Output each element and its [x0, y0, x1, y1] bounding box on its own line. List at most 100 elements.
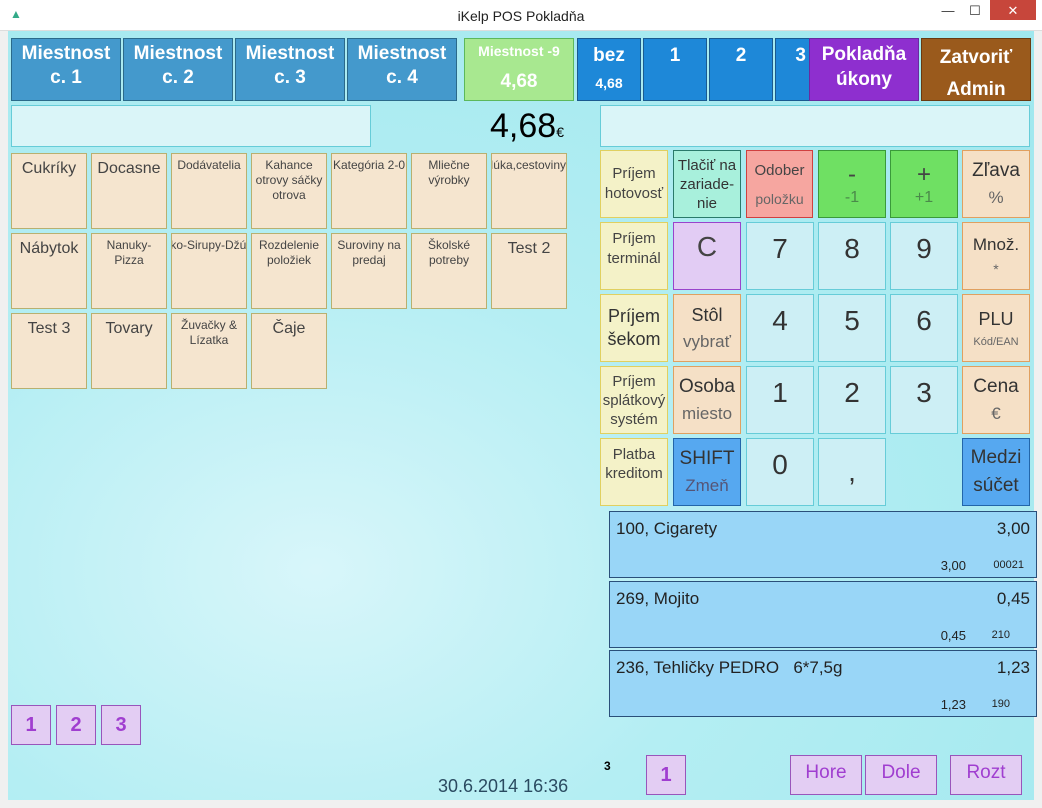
maximize-button[interactable]: ☐ — [969, 3, 981, 18]
pos-main: Miestnost c. 1 Miestnost c. 2 Miestnost c. … — [8, 31, 1037, 800]
digit-1-button[interactable]: 1 — [746, 366, 814, 434]
category-button[interactable]: Nanuky-Pizza — [91, 233, 167, 309]
odober-label: Odober — [754, 161, 805, 179]
category-button[interactable]: Žuvačky & Lízatka — [171, 313, 247, 389]
rozt-button[interactable]: Rozt — [950, 755, 1022, 795]
zatvorit-admin-button[interactable]: Zatvoriť Admin — [921, 38, 1031, 101]
category-button[interactable]: Kahance otrovy sáčky otrova — [251, 153, 327, 229]
receipt-page-1[interactable]: 1 — [646, 755, 686, 795]
item-name: 269, Mojito — [616, 589, 700, 608]
room-4-button[interactable]: Miestnost c. 4 — [347, 38, 457, 101]
category-button[interactable]: Mliečne výrobky — [411, 153, 487, 229]
odober-sub: položku — [755, 190, 804, 207]
window-title: iKelp POS Pokladňa — [457, 8, 585, 24]
medzisucet-button[interactable]: Medzi súčet — [962, 438, 1030, 506]
dole-button[interactable]: Dole — [865, 755, 937, 795]
table-bez-button[interactable]: bez 4,68 — [577, 38, 641, 101]
prijem-splatkovy-button[interactable]: Príjem splátkový systém — [600, 366, 668, 434]
table-1-button[interactable]: 1 — [643, 38, 707, 101]
shift-button[interactable]: SHIFT Zmeň — [673, 438, 741, 506]
table-label: bez — [593, 45, 625, 66]
digit-4-button[interactable]: 4 — [746, 294, 814, 362]
digit-6-button[interactable]: 6 — [890, 294, 958, 362]
prijem-hotovost-button[interactable]: Príjem hotovosť — [600, 150, 668, 218]
minus-label: - — [848, 161, 856, 188]
category-button[interactable]: Školské potreby — [411, 233, 487, 309]
platba-kreditom-button[interactable]: Platba kreditom — [600, 438, 668, 506]
category-button[interactable]: Test 2 — [491, 233, 567, 309]
room-3-button[interactable]: Miestnost c. 3 — [235, 38, 345, 101]
receipt-item[interactable]: 269, Mojito 0,45 0,45 210 — [609, 581, 1037, 648]
receipt-item[interactable]: 100, Cigarety 3,00 3,00 00021 — [609, 511, 1037, 578]
search-input[interactable] — [11, 105, 371, 147]
cena-button[interactable]: Cena € — [962, 366, 1030, 434]
close-button[interactable]: ✕ — [990, 0, 1036, 20]
stol-button[interactable]: Stôl vybrať — [673, 294, 741, 362]
category-button[interactable]: Dodávatelia — [171, 153, 247, 229]
category-button[interactable]: Suroviny na predaj — [331, 233, 407, 309]
active-room-button[interactable]: Miestnost -9 4,68 — [464, 38, 574, 101]
pokladna-ukony-button[interactable]: Pokladňa úkony — [809, 38, 919, 101]
category-button[interactable]: Test 3 — [11, 313, 87, 389]
comma-button[interactable]: , — [818, 438, 886, 506]
category-page-2[interactable]: 2 — [56, 705, 96, 745]
clear-button[interactable]: C — [673, 222, 741, 290]
digit-9-button[interactable]: 9 — [890, 222, 958, 290]
item-name: 236, Tehličky PEDRO 6*7,5g — [616, 658, 843, 677]
minimize-button[interactable]: — — [941, 3, 955, 18]
category-button[interactable]: Tovary — [91, 313, 167, 389]
mnoz-sub: * — [993, 261, 999, 277]
total-currency: € — [556, 124, 564, 140]
item-name: 100, Cigarety — [616, 519, 718, 538]
digit-2-button[interactable]: 2 — [818, 366, 886, 434]
item-total: 1,23 — [996, 658, 1030, 677]
prijem-sekom-button[interactable]: Príjem šekom — [600, 294, 668, 362]
digit-5-button[interactable]: 5 — [818, 294, 886, 362]
category-button[interactable]: Cukríky — [11, 153, 87, 229]
medzi-label: Medzi — [970, 447, 1022, 468]
total-value: 4,68 — [490, 107, 557, 145]
plu-button[interactable]: PLU Kód/EAN — [962, 294, 1030, 362]
osoba-button[interactable]: Osoba miesto — [673, 366, 741, 434]
hore-button[interactable]: Hore — [790, 755, 862, 795]
digit-7-button[interactable]: 7 — [746, 222, 814, 290]
stol-sub: vybrať — [683, 331, 731, 351]
category-page-1[interactable]: 1 — [11, 705, 51, 745]
category-page-3[interactable]: 3 — [101, 705, 141, 745]
room-label: Miestnost — [133, 43, 223, 64]
table-2-button[interactable]: 2 — [709, 38, 773, 101]
table-amount: 4,68 — [595, 75, 623, 91]
mnozstvo-button[interactable]: Množ. * — [962, 222, 1030, 290]
item-count: 3 — [604, 759, 611, 773]
category-button[interactable]: Docasne — [91, 153, 167, 229]
digit-0-button[interactable]: 0 — [746, 438, 814, 506]
room-1-button[interactable]: Miestnost c. 1 — [11, 38, 121, 101]
digit-3-button[interactable]: 3 — [890, 366, 958, 434]
zlava-sub: % — [988, 188, 1004, 207]
zlava-button[interactable]: Zľava% — [962, 150, 1030, 218]
odober-button[interactable]: Odober položku — [746, 150, 813, 218]
shift-label: SHIFT — [679, 448, 735, 469]
title-bar: ▲ iKelp POS Pokladňa — ☐ ✕ — [0, 0, 1042, 31]
category-button[interactable]: Kategória 2-0 — [331, 153, 407, 229]
category-button[interactable]: Alko-Sirupy-Džúsy — [171, 233, 247, 309]
total-amount: 4,68€ — [490, 107, 564, 146]
category-button[interactable]: Múka,cestoviny — [491, 153, 567, 229]
minus-button[interactable]: - -1 — [818, 150, 886, 218]
prijem-terminal-button[interactable]: Príjem terminál — [600, 222, 668, 290]
tlacit-button[interactable]: Tlačiť na zariade-nie — [673, 150, 741, 218]
osoba-sub: miesto — [681, 404, 733, 423]
category-button[interactable]: Nábytok — [11, 233, 87, 309]
digit-8-button[interactable]: 8 — [818, 222, 886, 290]
plu-sub: Kód/EAN — [973, 335, 1019, 348]
plus-button[interactable]: + +1 — [890, 150, 958, 218]
room-2-button[interactable]: Miestnost c. 2 — [123, 38, 233, 101]
osoba-label: Osoba — [679, 376, 735, 397]
plus-sub: +1 — [914, 189, 934, 206]
pokladna-sub: úkony — [836, 69, 892, 90]
category-button[interactable]: Rozdelenie položiek — [251, 233, 327, 309]
code-input[interactable] — [600, 105, 1030, 147]
cena-label: Cena — [973, 376, 1019, 397]
receipt-item[interactable]: 236, Tehličky PEDRO 6*7,5g 1,23 1,23 190 — [609, 650, 1037, 717]
category-button[interactable]: Čaje — [251, 313, 327, 389]
